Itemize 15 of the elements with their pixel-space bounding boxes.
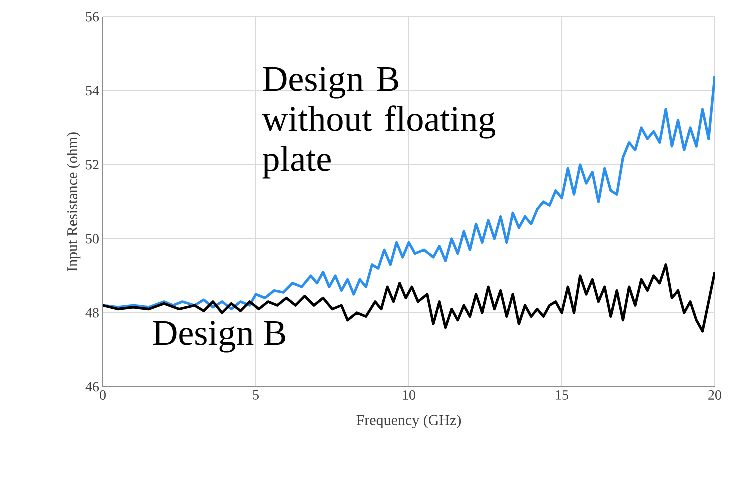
x-tick-label: 5	[253, 390, 259, 400]
y-tick-label: 48	[86, 308, 99, 318]
x-axis-title: Frequency (GHz)	[356, 414, 462, 428]
y-tick-label: 52	[86, 160, 99, 170]
x-tick-label: 0	[100, 390, 106, 400]
y-axis-title: Input Resistance (ohm)	[67, 132, 81, 272]
annotation: Design B without floating plate	[262, 67, 496, 179]
y-tick-label: 56	[86, 12, 100, 22]
y-tick-label: 54	[86, 86, 100, 96]
annotation: Design B	[153, 321, 286, 353]
y-tick-label: 46	[86, 382, 100, 392]
x-tick-label: 10	[403, 390, 416, 400]
x-tick-label: 20	[708, 390, 722, 400]
y-tick-label: 50	[86, 234, 99, 244]
x-tick-label: 15	[556, 390, 568, 400]
